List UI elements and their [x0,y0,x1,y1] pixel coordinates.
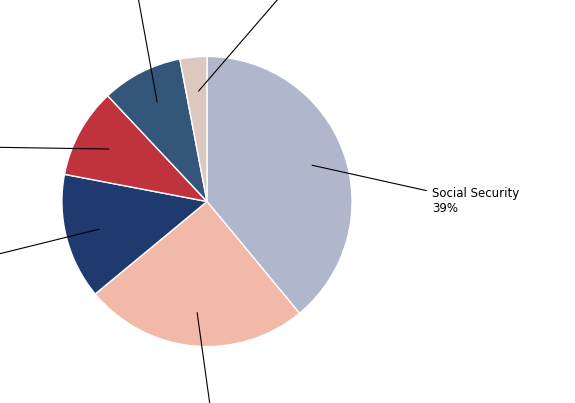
Text: Private pensions
10%: Private pensions 10% [0,132,109,160]
Wedge shape [108,59,207,202]
Wedge shape [95,202,300,347]
Text: Government
employee
pensions
9%: Government employee pensions 9% [90,0,164,102]
Wedge shape [62,174,207,294]
Text: Earnings
25%: Earnings 25% [189,313,240,403]
Wedge shape [64,96,207,202]
Text: Social Security
39%: Social Security 39% [312,165,519,216]
Wedge shape [207,56,352,313]
Wedge shape [180,56,207,202]
Text: Other
3%: Other 3% [198,0,314,91]
Text: Asset income
14%: Asset income 14% [0,229,99,281]
